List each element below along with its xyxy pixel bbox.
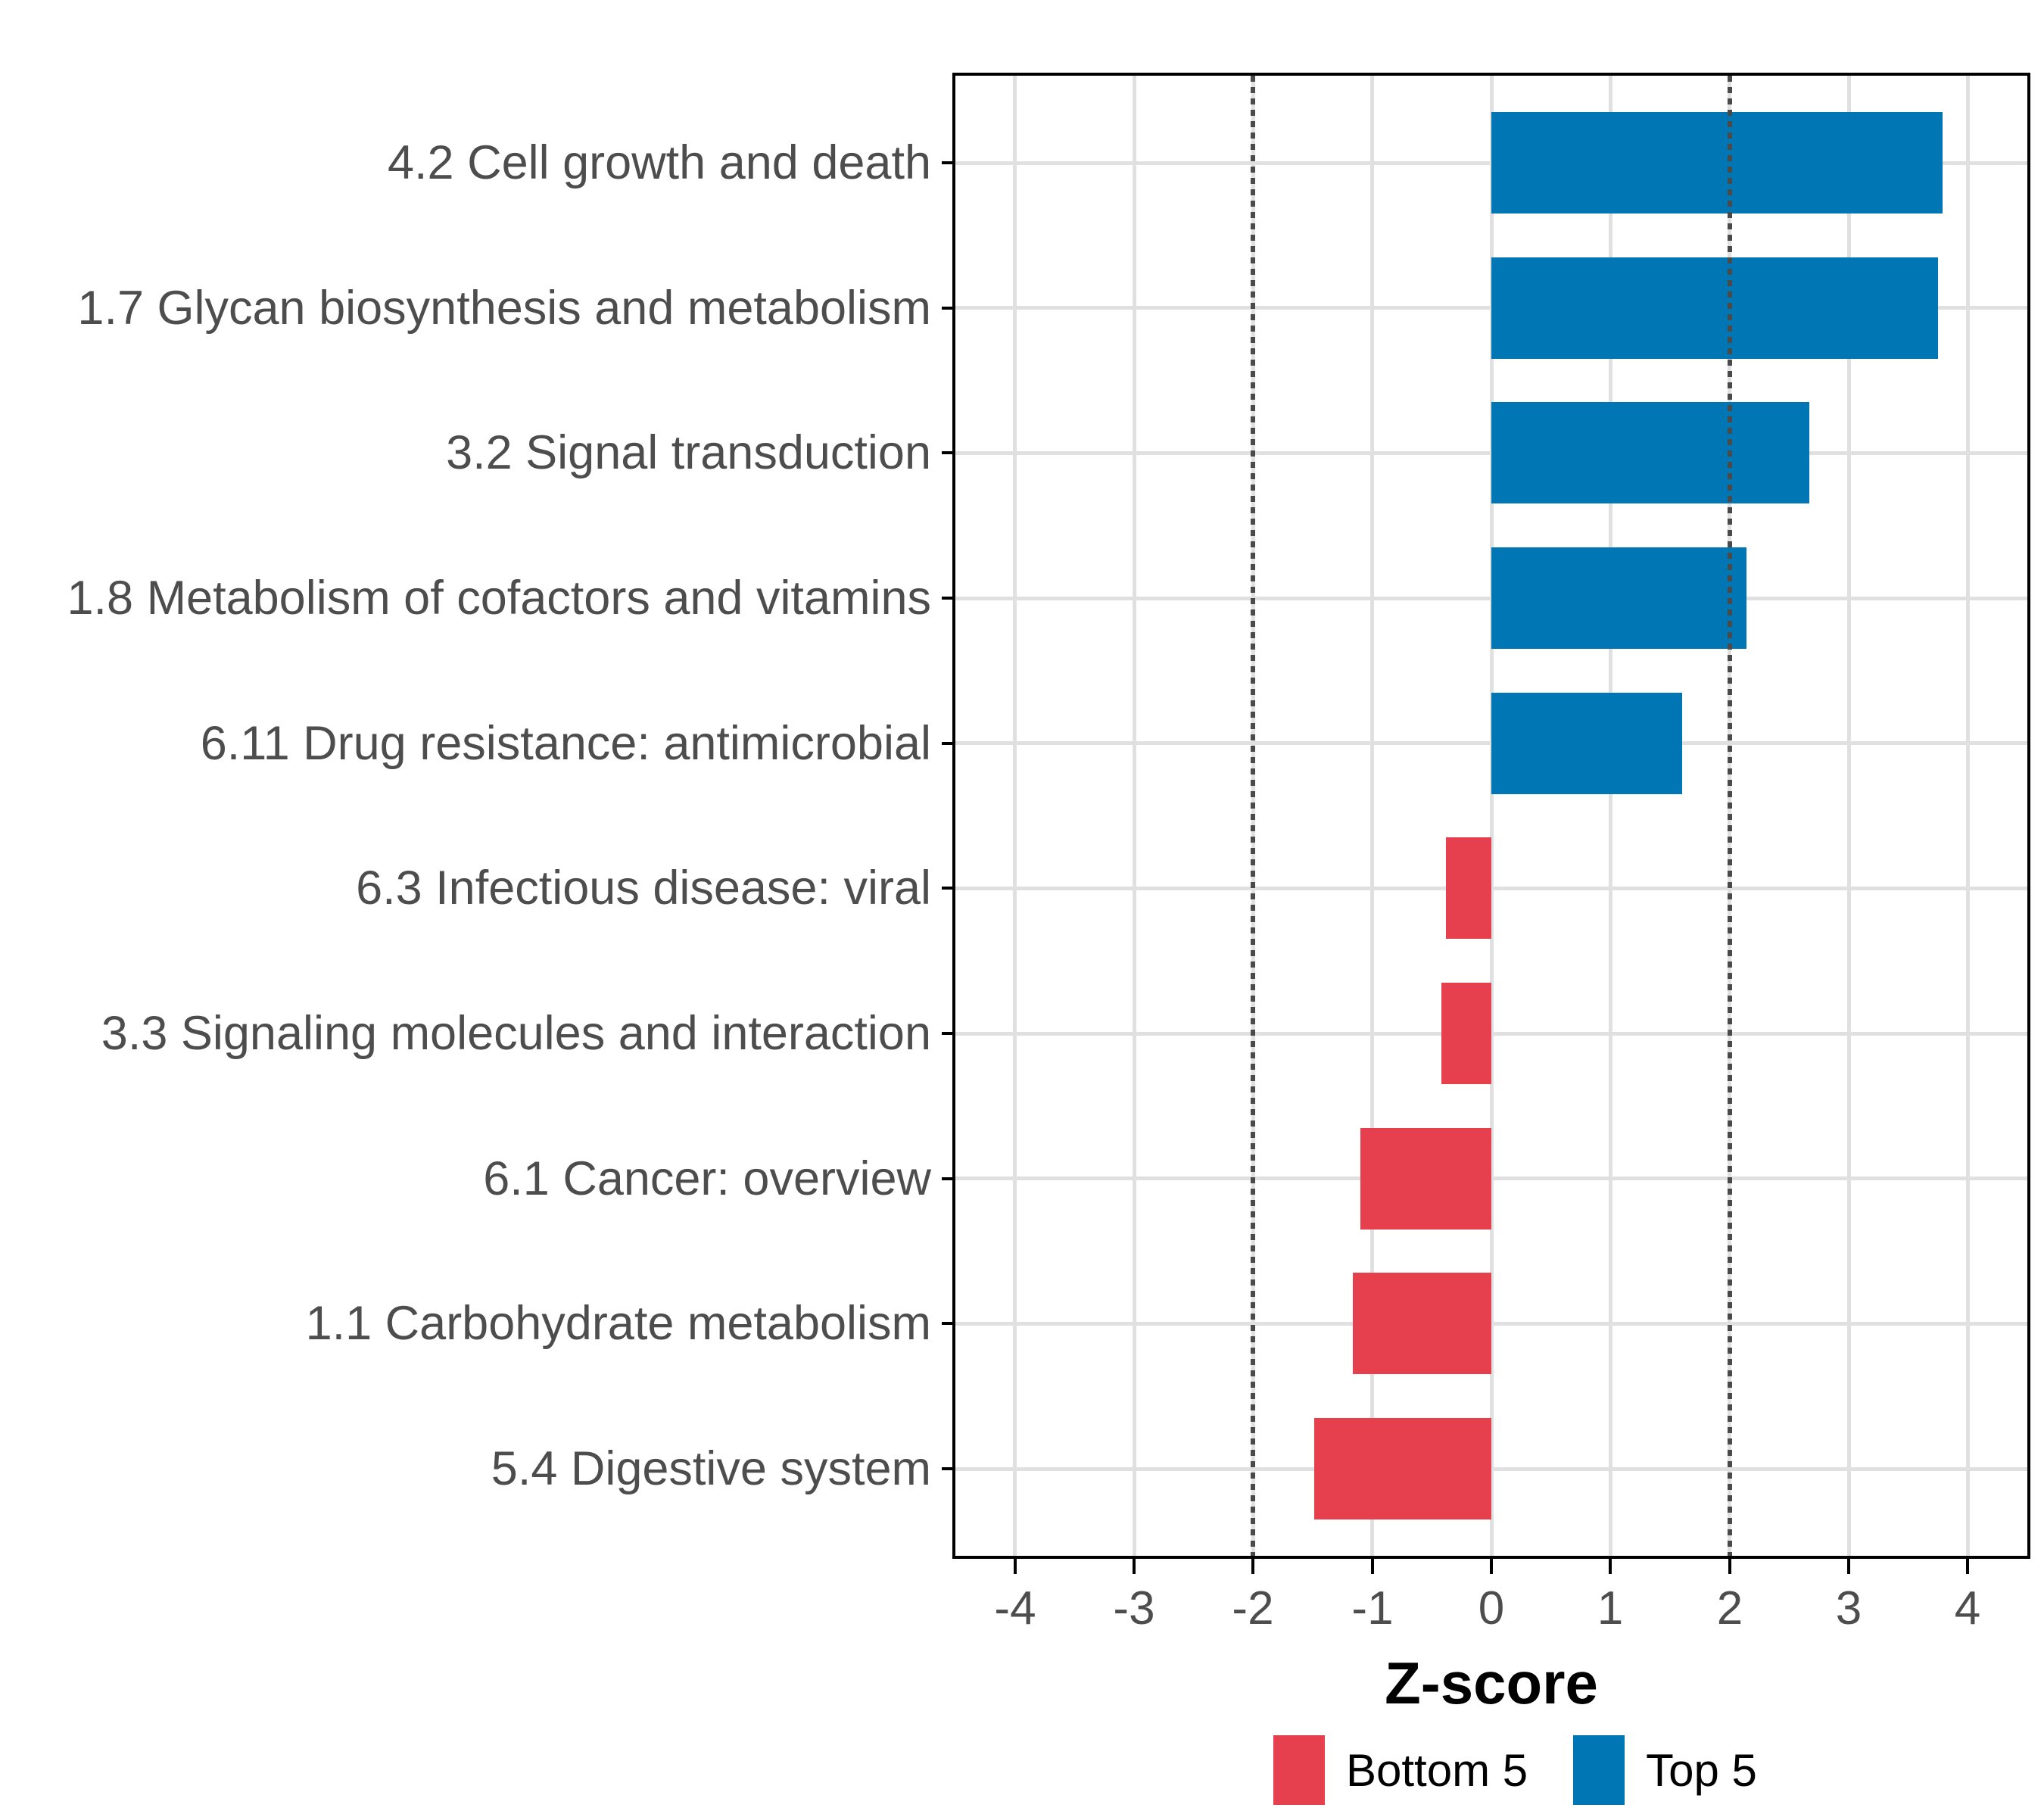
x-axis-tick-label: 4 — [1954, 1582, 1981, 1635]
x-axis-tick-label: 3 — [1835, 1582, 1862, 1635]
y-axis-tick — [942, 887, 955, 890]
y-axis-label: 1.7 Glycan biosynthesis and metabolism — [77, 282, 931, 335]
y-axis-label: 1.1 Carbohydrate metabolism — [305, 1297, 931, 1350]
y-axis-tick — [942, 161, 955, 164]
bar-top5 — [1491, 402, 1809, 503]
gridline-row — [955, 1032, 2027, 1036]
gridline-x-4 — [1966, 76, 1970, 1556]
legend-label-top5: Top 5 — [1646, 1744, 1757, 1796]
bar-bottom5 — [1441, 983, 1491, 1084]
x-axis-tick — [1847, 1559, 1850, 1574]
bar-top5 — [1491, 257, 1938, 359]
panel-border — [952, 73, 2030, 1559]
legend: Bottom 5 Top 5 — [1273, 1735, 1757, 1805]
x-axis-tick-label: 1 — [1597, 1582, 1624, 1635]
x-axis-tick — [1014, 1559, 1017, 1574]
gridline-row — [955, 1177, 2027, 1180]
gridline-row — [955, 1322, 2027, 1326]
y-axis-label: 6.3 Infectious disease: viral — [356, 862, 931, 915]
y-axis-tick — [942, 742, 955, 745]
y-axis-label: 4.2 Cell growth and death — [388, 136, 931, 189]
bar-top5 — [1491, 547, 1746, 649]
y-axis-label: 3.2 Signal transduction — [446, 426, 931, 479]
gridline-row — [955, 1467, 2027, 1471]
gridline-x--1 — [1370, 76, 1374, 1556]
y-axis-tick — [942, 597, 955, 600]
bar-bottom5 — [1360, 1128, 1491, 1230]
bar-bottom5 — [1353, 1273, 1491, 1374]
gridline-x--4 — [1013, 76, 1017, 1556]
legend-key-bottom5-swatch — [1273, 1735, 1325, 1805]
y-axis-label: 6.11 Drug resistance: antimicrobial — [200, 717, 931, 770]
gridline-row — [955, 887, 2027, 890]
x-axis-tick-label: -3 — [1113, 1582, 1155, 1635]
y-axis-tick — [942, 451, 955, 454]
bar-top5 — [1491, 112, 1943, 213]
legend-label-bottom5: Bottom 5 — [1346, 1744, 1528, 1796]
x-axis-tick — [1966, 1559, 1969, 1574]
reference-line-x--2 — [1251, 76, 1255, 1556]
x-axis-tick — [1133, 1559, 1136, 1574]
gridline-x-0 — [1490, 76, 1494, 1556]
x-axis-tick — [1371, 1559, 1374, 1574]
bar-top5 — [1491, 693, 1682, 794]
y-axis-label: 3.3 Signaling molecules and interaction — [101, 1007, 931, 1060]
x-axis-tick — [1728, 1559, 1731, 1574]
y-axis-tick — [942, 1177, 955, 1180]
gridline-x--3 — [1133, 76, 1136, 1556]
x-axis-tick — [1609, 1559, 1612, 1574]
y-axis-label: 1.8 Metabolism of cofactors and vitamins — [67, 572, 931, 625]
gridline-x-1 — [1609, 76, 1612, 1556]
x-axis-tick-label: -4 — [994, 1582, 1036, 1635]
x-axis-tick-label: -1 — [1351, 1582, 1394, 1635]
gridline-x-3 — [1847, 76, 1851, 1556]
x-axis-tick — [1490, 1559, 1493, 1574]
bar-bottom5 — [1314, 1418, 1491, 1519]
y-axis-label: 5.4 Digestive system — [491, 1442, 931, 1495]
x-axis-tick-label: -2 — [1232, 1582, 1274, 1635]
x-axis-tick-label: 2 — [1716, 1582, 1743, 1635]
y-axis-tick — [942, 1322, 955, 1325]
bar-bottom5 — [1446, 837, 1491, 939]
y-axis-tick — [942, 1032, 955, 1035]
y-axis-label: 6.1 Cancer: overview — [483, 1152, 931, 1205]
y-axis-tick — [942, 1467, 955, 1470]
x-axis-title: Z-score — [1385, 1650, 1598, 1716]
x-axis-tick-label: 0 — [1478, 1582, 1505, 1635]
reference-line-x-2 — [1728, 76, 1732, 1556]
y-axis-tick — [942, 307, 955, 310]
legend-key-top5-swatch — [1573, 1735, 1625, 1805]
x-axis-tick — [1251, 1559, 1254, 1574]
